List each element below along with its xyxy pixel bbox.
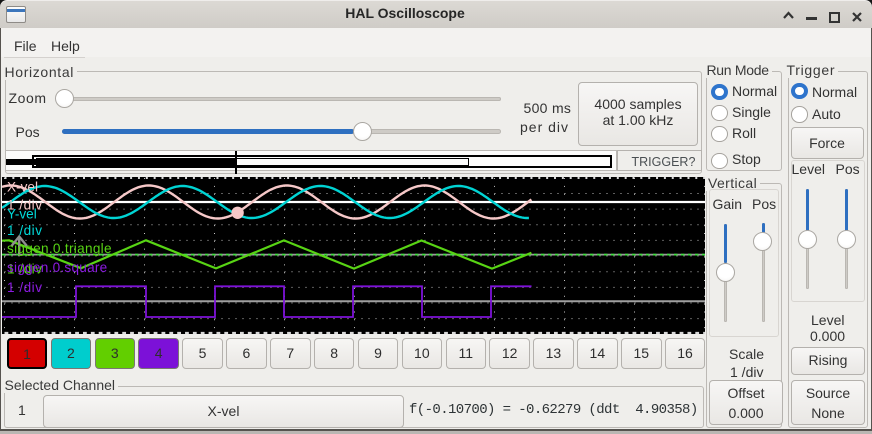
svg-text:1 /div: 1 /div — [7, 262, 43, 277]
svg-text:1 /div: 1 /div — [7, 280, 43, 295]
svg-text:X-vel: X-vel — [7, 180, 38, 195]
svg-text:siggen.0.square: siggen.0.square — [7, 260, 108, 275]
svg-text:1 /div: 1 /div — [7, 223, 43, 238]
svg-text:Y-vel: Y-vel — [7, 207, 37, 222]
svg-text:siggen.0.triangle: siggen.0.triangle — [7, 241, 112, 256]
svg-text:1 /div: 1 /div — [7, 198, 43, 213]
